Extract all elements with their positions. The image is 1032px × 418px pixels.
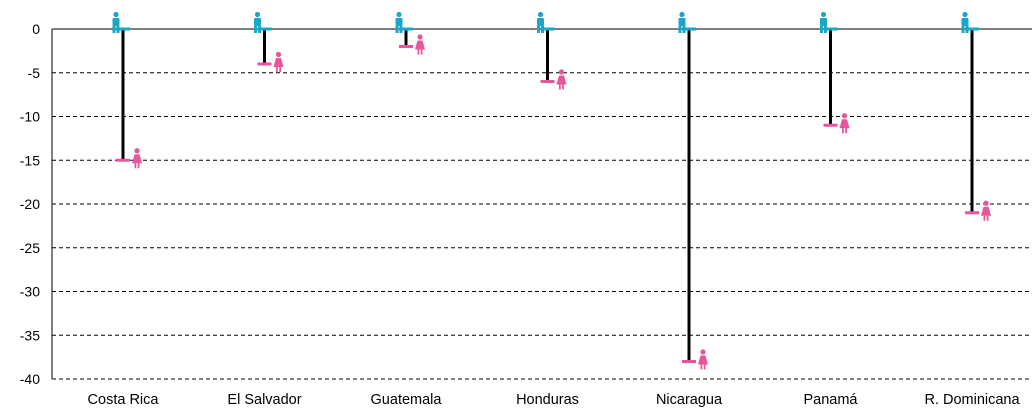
- man-icon: [112, 11, 120, 33]
- y-tick-label: -25: [20, 240, 40, 256]
- y-tick-label: -5: [28, 65, 41, 81]
- woman-icon-leg: [417, 49, 420, 55]
- woman-icon-leg: [845, 128, 847, 134]
- woman-icon: [556, 69, 567, 90]
- woman-icon-head: [417, 34, 423, 40]
- x-category-label: Nicaragua: [656, 392, 723, 408]
- man-icon-leg: [112, 26, 116, 33]
- woman-icon-dress: [556, 75, 567, 85]
- woman-icon: [839, 113, 850, 134]
- woman-icon: [415, 34, 425, 55]
- woman-icon-head: [841, 113, 848, 119]
- man-icon-torso: [537, 18, 544, 26]
- woman-icon-leg: [703, 364, 706, 370]
- man-icon-leg: [116, 26, 120, 33]
- woman-icon-dress: [273, 58, 284, 67]
- man-icon-leg: [399, 26, 403, 33]
- man-icon-torso: [254, 18, 261, 26]
- man-icon: [961, 11, 969, 33]
- man-icon-leg: [254, 26, 257, 33]
- woman-icon-leg: [134, 163, 137, 169]
- man-icon-head: [396, 11, 402, 18]
- man-icon-head: [254, 11, 261, 18]
- woman-icon: [132, 148, 142, 169]
- woman-icon-leg: [983, 215, 986, 221]
- woman-icon-leg: [137, 163, 140, 169]
- woman-icon-head: [275, 51, 282, 58]
- man-icon-torso: [820, 18, 827, 26]
- x-category-label: Honduras: [516, 392, 579, 408]
- woman-icon-leg: [986, 215, 989, 221]
- woman-icon-dress: [839, 119, 850, 129]
- man-icon-leg: [820, 26, 823, 33]
- woman-icon: [981, 200, 991, 221]
- woman-icon-leg: [700, 364, 703, 370]
- y-tick-label: -30: [20, 284, 40, 300]
- woman-icon-leg: [842, 128, 844, 134]
- woman-icon-dress: [132, 154, 142, 164]
- man-icon-head: [679, 11, 685, 18]
- man-icon-torso: [961, 18, 969, 26]
- y-tick-label: -10: [20, 109, 40, 125]
- y-tick-label: -35: [20, 327, 40, 343]
- y-tick-label: 0: [32, 21, 40, 37]
- man-icon-torso: [112, 18, 120, 26]
- woman-icon-leg: [559, 84, 561, 90]
- man-icon-leg: [682, 26, 686, 33]
- man-icon: [254, 11, 261, 33]
- x-category-label: Guatemala: [371, 392, 443, 408]
- x-category-label: El Salvador: [227, 392, 301, 408]
- man-icon-torso: [678, 18, 686, 26]
- woman-icon-head: [700, 349, 706, 355]
- man-icon-leg: [824, 26, 827, 33]
- man-icon: [395, 11, 403, 33]
- man-icon-leg: [678, 26, 682, 33]
- woman-icon-head: [983, 200, 989, 206]
- grid: [52, 72, 1032, 380]
- man-icon-head: [962, 11, 968, 18]
- woman-icon-dress: [415, 40, 425, 50]
- woman-icon-head: [134, 148, 140, 154]
- y-tick-label: -40: [20, 371, 40, 387]
- man-icon-head: [113, 11, 119, 18]
- x-category-label: R. Dominicana: [924, 392, 1020, 408]
- x-category-label: Costa Rica: [88, 392, 160, 408]
- man-icon: [820, 11, 827, 33]
- man-icon-leg: [965, 26, 969, 33]
- woman-icon-head: [558, 69, 565, 75]
- y-tick-label: -15: [20, 152, 40, 168]
- man-icon-torso: [395, 18, 403, 26]
- woman-icon-dress: [698, 355, 708, 365]
- woman-icon-leg: [279, 67, 281, 72]
- woman-icon: [698, 349, 708, 370]
- woman-icon: [273, 51, 284, 72]
- man-icon: [678, 11, 686, 33]
- woman-icon-leg: [276, 67, 278, 72]
- woman-icon-leg: [420, 49, 423, 55]
- man-icon-head: [537, 11, 544, 18]
- man-icon: [537, 11, 544, 33]
- x-category-label: Panamá: [803, 392, 858, 408]
- man-icon-leg: [258, 26, 261, 33]
- man-icon-leg: [537, 26, 540, 33]
- man-icon-leg: [961, 26, 965, 33]
- man-icon-head: [820, 11, 827, 18]
- y-tick-label: -20: [20, 196, 40, 212]
- woman-icon-dress: [981, 206, 991, 216]
- woman-icon-leg: [562, 84, 564, 90]
- man-icon-leg: [541, 26, 544, 33]
- man-icon-leg: [395, 26, 399, 33]
